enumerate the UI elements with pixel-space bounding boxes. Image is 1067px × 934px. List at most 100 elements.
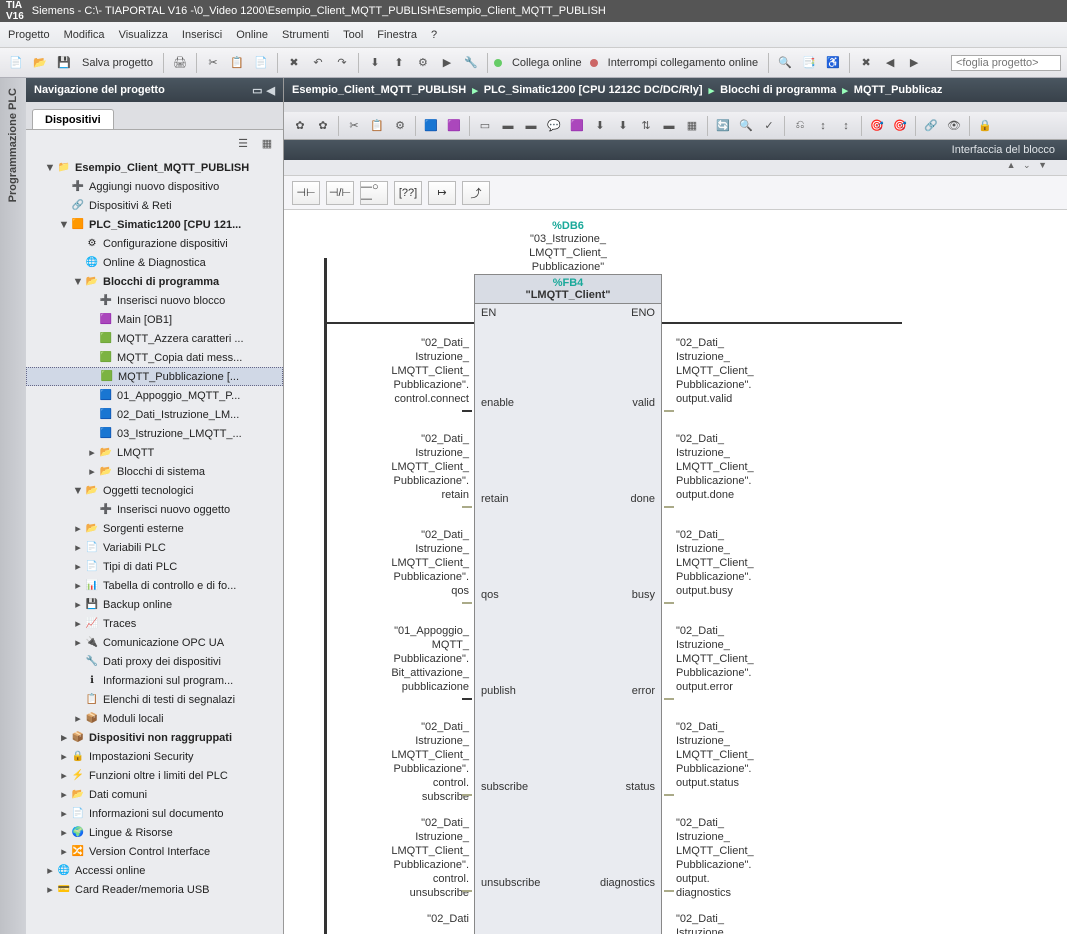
print-icon[interactable]: 🖨 (170, 53, 190, 73)
tree-arrow-icon[interactable]: ▸ (72, 560, 84, 573)
tree-item[interactable]: ▸📂Sorgenti esterne (26, 519, 283, 538)
ed-icon[interactable]: ▭ (475, 116, 495, 136)
search-icon[interactable]: 🔍 (775, 53, 795, 73)
ed-icon[interactable]: ▬ (498, 116, 518, 136)
menu-progetto[interactable]: Progetto (8, 29, 50, 41)
copy-icon[interactable]: 📋 (227, 53, 247, 73)
output-tag[interactable]: "02_Dati_Istruzione_LMQTT_Client_Pubblic… (676, 624, 826, 694)
output-tag[interactable]: "02_Dati_Istruzione_ (676, 912, 826, 934)
ed-icon[interactable]: 🔍 (736, 116, 756, 136)
ed-icon[interactable]: 🟪 (444, 116, 464, 136)
ed-icon[interactable]: ✿ (313, 116, 333, 136)
tree-arrow-icon[interactable]: ▸ (58, 769, 70, 782)
upload-icon[interactable]: ⬆ (389, 53, 409, 73)
tree-arrow-icon[interactable]: ▸ (86, 446, 98, 459)
menu-?[interactable]: ? (431, 29, 437, 41)
download-icon[interactable]: ⬇ (365, 53, 385, 73)
tree-item[interactable]: ➕Aggiungi nuovo dispositivo (26, 177, 283, 196)
input-tag[interactable]: "02_Dati_Istruzione_LMQTT_Client_Pubblic… (319, 720, 469, 804)
tree-view-icon[interactable]: ☰ (233, 133, 253, 153)
tree-item[interactable]: 🟩MQTT_Azzera caratteri ... (26, 329, 283, 348)
ed-icon[interactable]: 👁 (944, 116, 964, 136)
menu-tool[interactable]: Tool (343, 29, 363, 41)
tree-item[interactable]: ▼🟧PLC_Simatic1200 [CPU 121... (26, 215, 283, 234)
go-offline-button[interactable]: Interrompi collegamento online (604, 57, 762, 69)
ed-icon[interactable]: 🟦 (421, 116, 441, 136)
tree-item[interactable]: 🟦03_Istruzione_LMQTT_... (26, 424, 283, 443)
breadcrumb-item[interactable]: PLC_Simatic1200 [CPU 1212C DC/DC/Rly] (484, 84, 703, 96)
redo-icon[interactable]: ↷ (332, 53, 352, 73)
tree-item[interactable]: 🌐Online & Diagnostica (26, 253, 283, 272)
tree-item[interactable]: ▸🔀Version Control Interface (26, 842, 283, 861)
tree-item[interactable]: ▸📄Tipi di dati PLC (26, 557, 283, 576)
menu-finestra[interactable]: Finestra (377, 29, 417, 41)
lad-element-button[interactable]: [??] (394, 181, 422, 205)
tree-item[interactable]: ▼📂Oggetti tecnologici (26, 481, 283, 500)
project-search-input[interactable] (951, 55, 1061, 71)
breadcrumb-item[interactable]: Esempio_Client_MQTT_PUBLISH (292, 84, 466, 96)
ed-icon[interactable]: 🔄 (713, 116, 733, 136)
ed-icon[interactable]: ▬ (521, 116, 541, 136)
left-side-tab[interactable]: Programmazione PLC (0, 78, 26, 934)
tree-arrow-icon[interactable]: ▸ (44, 864, 56, 877)
tree-item[interactable]: ➕Inserisci nuovo blocco (26, 291, 283, 310)
tree-item[interactable]: ▸📄Variabili PLC (26, 538, 283, 557)
lad-element-button[interactable]: ↦ (428, 181, 456, 205)
ed-icon[interactable]: 🟪 (567, 116, 587, 136)
ed-icon[interactable]: 🔗 (921, 116, 941, 136)
open-project-icon[interactable]: 📂 (30, 53, 50, 73)
prev-icon[interactable]: ◀ (880, 53, 900, 73)
tree-item[interactable]: 🔧Dati proxy dei dispositivi (26, 652, 283, 671)
ed-icon[interactable]: ▬ (659, 116, 679, 136)
tree-item[interactable]: ▸⚡Funzioni oltre i limiti del PLC (26, 766, 283, 785)
tree-item[interactable]: ▸📂Blocchi di sistema (26, 462, 283, 481)
output-tag[interactable]: "02_Dati_Istruzione_LMQTT_Client_Pubblic… (676, 432, 826, 502)
tree-arrow-icon[interactable]: ▼ (72, 485, 84, 497)
next-icon[interactable]: ▶ (904, 53, 924, 73)
compile-icon[interactable]: ⚙ (413, 53, 433, 73)
tree-item[interactable]: ▸💳Card Reader/memoria USB (26, 880, 283, 899)
accessibility-icon[interactable]: ♿ (823, 53, 843, 73)
tree-item[interactable]: ⚙Configurazione dispositivi (26, 234, 283, 253)
tab-dispositivi[interactable]: Dispositivi (32, 109, 114, 129)
collapse-icon[interactable]: ▭ (252, 84, 262, 97)
tree-arrow-icon[interactable]: ▸ (72, 598, 84, 611)
tree-arrow-icon[interactable]: ▼ (44, 162, 56, 174)
tree-arrow-icon[interactable]: ▼ (58, 219, 70, 231)
tree-item[interactable]: 🟩MQTT_Copia dati mess... (26, 348, 283, 367)
ed-icon[interactable]: ↕ (813, 116, 833, 136)
network-area[interactable]: %DB6"03_Istruzione_LMQTT_Client_Pubblica… (284, 210, 1067, 934)
input-tag[interactable]: "02_Dati_Istruzione_LMQTT_Client_Pubblic… (319, 432, 469, 502)
output-tag[interactable]: "02_Dati_Istruzione_LMQTT_Client_Pubblic… (676, 720, 826, 790)
ed-icon[interactable]: ⚙ (390, 116, 410, 136)
simulate-icon[interactable]: ▶ (437, 53, 457, 73)
menu-online[interactable]: Online (236, 29, 268, 41)
input-tag[interactable]: "02_Dati_Istruzione_LMQTT_Client_Pubblic… (319, 336, 469, 406)
tree-item[interactable]: ➕Inserisci nuovo oggetto (26, 500, 283, 519)
tree-arrow-icon[interactable]: ▸ (58, 750, 70, 763)
tree-item[interactable]: ▸🔌Comunicazione OPC UA (26, 633, 283, 652)
save-icon[interactable]: 💾 (54, 53, 74, 73)
ed-icon[interactable]: ⎌ (790, 116, 810, 136)
undo-icon[interactable]: ↶ (308, 53, 328, 73)
project-tree[interactable]: ▼📁Esempio_Client_MQTT_PUBLISH➕Aggiungi n… (26, 156, 283, 934)
tree-item[interactable]: 📋Elenchi di testi di segnalazi (26, 690, 283, 709)
ed-icon[interactable]: 🎯 (890, 116, 910, 136)
hwconfig-icon[interactable]: 🔧 (461, 53, 481, 73)
tree-item[interactable]: 🟩MQTT_Pubblicazione [... (26, 367, 283, 386)
tree-item[interactable]: ▸💾Backup online (26, 595, 283, 614)
tree-item[interactable]: ℹInformazioni sul program... (26, 671, 283, 690)
input-tag[interactable]: "02_Dati_Istruzione_LMQTT_Client_Pubblic… (319, 528, 469, 598)
paste-icon[interactable]: 📄 (251, 53, 271, 73)
ed-icon[interactable]: ✂ (344, 116, 364, 136)
tree-item[interactable]: ▼📂Blocchi di programma (26, 272, 283, 291)
tree-item[interactable]: ▸🌐Accessi online (26, 861, 283, 880)
tree-arrow-icon[interactable]: ▸ (58, 788, 70, 801)
close-icon[interactable]: ✖ (856, 53, 876, 73)
tree-arrow-icon[interactable]: ▸ (72, 617, 84, 630)
tree-item[interactable]: ▸📊Tabella di controllo e di fo... (26, 576, 283, 595)
tree-arrow-icon[interactable]: ▸ (44, 883, 56, 896)
menu-inserisci[interactable]: Inserisci (182, 29, 222, 41)
tree-arrow-icon[interactable]: ▸ (58, 826, 70, 839)
tree-item[interactable]: ▸📈Traces (26, 614, 283, 633)
